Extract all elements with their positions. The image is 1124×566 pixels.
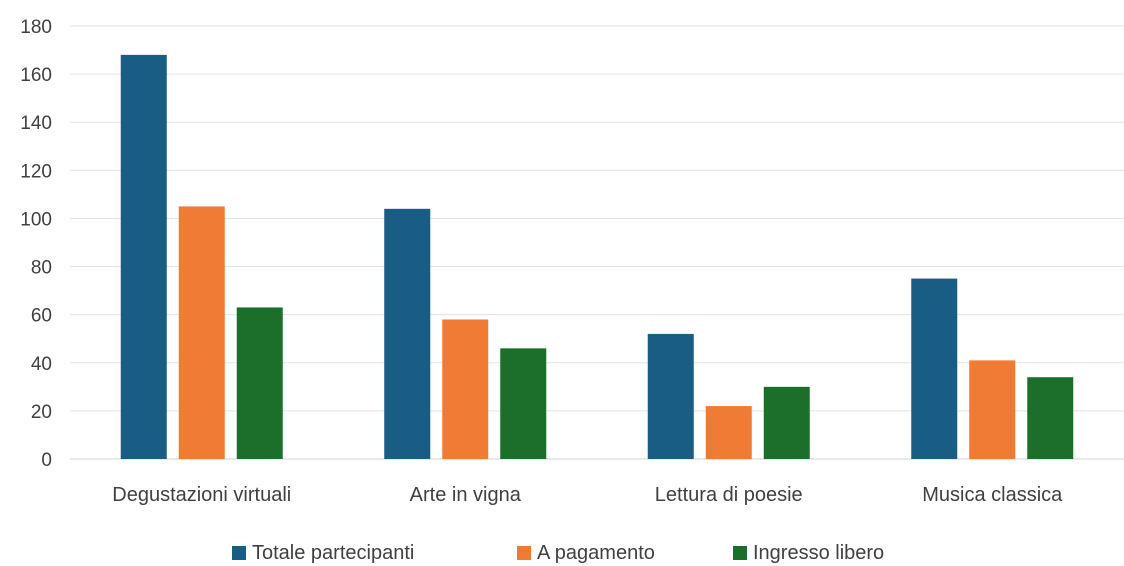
y-tick-label: 160 <box>20 65 52 86</box>
bars <box>120 54 1074 459</box>
x-tick-label: Degustazioni virtuali <box>112 484 291 506</box>
x-axis: Degustazioni virtuali Arte in vigna Lettur… <box>112 484 1063 506</box>
bar <box>500 348 547 459</box>
bar <box>911 278 958 459</box>
y-tick-label: 20 <box>31 402 52 423</box>
bar <box>236 307 283 459</box>
y-tick-label: 140 <box>20 113 52 134</box>
legend-swatch <box>232 546 246 560</box>
y-tick-label: 0 <box>41 450 52 471</box>
bar <box>384 208 431 459</box>
legend: Totale partecipanti A pagamento Ingresso l… <box>232 542 884 564</box>
bar <box>969 360 1016 459</box>
gridlines <box>70 25 1124 460</box>
legend-swatch <box>517 546 531 560</box>
y-tick-label: 100 <box>20 209 52 230</box>
bar <box>442 319 489 459</box>
y-tick-label: 60 <box>31 306 52 327</box>
bar <box>763 386 810 459</box>
bar <box>178 206 225 459</box>
legend-swatch <box>733 546 747 560</box>
x-tick-label: Lettura di poesie <box>655 484 803 506</box>
y-tick-label: 180 <box>20 17 52 38</box>
legend-label: Totale partecipanti <box>252 542 414 564</box>
legend-label: Ingresso libero <box>753 542 884 564</box>
y-tick-label: 120 <box>20 161 52 182</box>
y-axis: 0 20 40 60 80 100 120 140 160 180 <box>20 17 52 471</box>
bar <box>1027 377 1074 459</box>
bar <box>705 406 752 459</box>
bar <box>120 54 167 459</box>
bar <box>647 333 694 459</box>
x-tick-label: Musica classica <box>922 484 1063 506</box>
x-tick-label: Arte in vigna <box>410 484 522 506</box>
legend-label: A pagamento <box>537 542 655 564</box>
y-tick-label: 80 <box>31 258 52 279</box>
y-tick-label: 40 <box>31 354 52 375</box>
